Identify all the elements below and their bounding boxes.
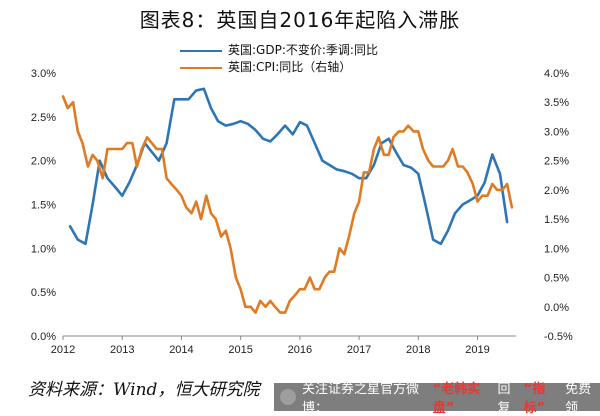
watermark-text-free: 免费领 — [565, 382, 592, 416]
y-right-tick-label: 2.0% — [544, 185, 569, 197]
x-tick-label: 2016 — [288, 344, 312, 356]
y-right-tick-label: 3.0% — [544, 126, 569, 138]
y-right-tick-label: 1.5% — [544, 214, 569, 226]
source-note: 资料来源：Wind，恒大研究院 — [28, 380, 260, 400]
y-right-tick-label: 0.5% — [544, 273, 569, 285]
chart-title: 图表8：英国自2016年起陷入滞胀 — [139, 8, 461, 32]
y-right-tick-label: -0.5% — [544, 331, 573, 343]
legend-swatch-cpi — [180, 66, 222, 69]
y-right-tick-label: 2.5% — [544, 156, 569, 168]
x-tick-label: 2017 — [347, 344, 371, 356]
y-right-tick-label: 4.0% — [544, 68, 569, 80]
y-left-tick-label: 1.5% — [31, 200, 56, 212]
legend-label-cpi: 英国:CPI:同比（右轴） — [228, 60, 352, 74]
y-right-tick-label: 0.0% — [544, 302, 569, 314]
x-tick-label: 2012 — [51, 344, 75, 356]
x-tick-label: 2014 — [169, 344, 193, 356]
watermark-logo-icon — [280, 389, 296, 405]
y-right-tick-label: 3.5% — [544, 97, 569, 109]
legend-label-gdp: 英国:GDP:不变价:季调:同比 — [228, 43, 378, 57]
watermark-text-reply: 回复 — [497, 382, 511, 416]
legend: 英国:GDP:不变价:季调:同比 英国:CPI:同比（右轴） — [180, 42, 378, 76]
watermark-keyword-2: “指标” — [523, 382, 546, 416]
watermark-banner: 关注证券之星官方微博： “老韩实盘” 回复 “指标” 免费领 — [274, 382, 600, 416]
x-tick-label: 2015 — [228, 344, 252, 356]
x-tick-label: 2013 — [110, 344, 134, 356]
watermark-keyword-1: “老韩实盘” — [432, 382, 481, 416]
x-tick-label: 2019 — [465, 344, 489, 356]
legend-swatch-gdp — [180, 49, 222, 52]
y-left-tick-label: 3.0% — [31, 68, 56, 80]
y-left-tick-label: 1.0% — [31, 243, 56, 255]
y-left-tick-label: 2.0% — [31, 156, 56, 168]
legend-item-gdp: 英国:GDP:不变价:季调:同比 — [180, 42, 378, 59]
y-left-tick-label: 2.5% — [31, 112, 56, 124]
y-left-tick-label: 0.5% — [31, 287, 56, 299]
series-layer — [61, 87, 514, 314]
axes-layer: 2012 2013 2014 2015 2016 2017 2018 2019 0.0% 0.5%… — [31, 68, 573, 356]
y-right-tick-label: 1.0% — [544, 243, 569, 255]
y-left-tick-label: 0.0% — [31, 331, 56, 343]
watermark-text-prefix: 关注证券之星官方微博： — [302, 382, 420, 416]
legend-item-cpi: 英国:CPI:同比（右轴） — [180, 59, 378, 76]
series-line-cpi — [61, 95, 514, 314]
x-tick-label: 2018 — [406, 344, 430, 356]
